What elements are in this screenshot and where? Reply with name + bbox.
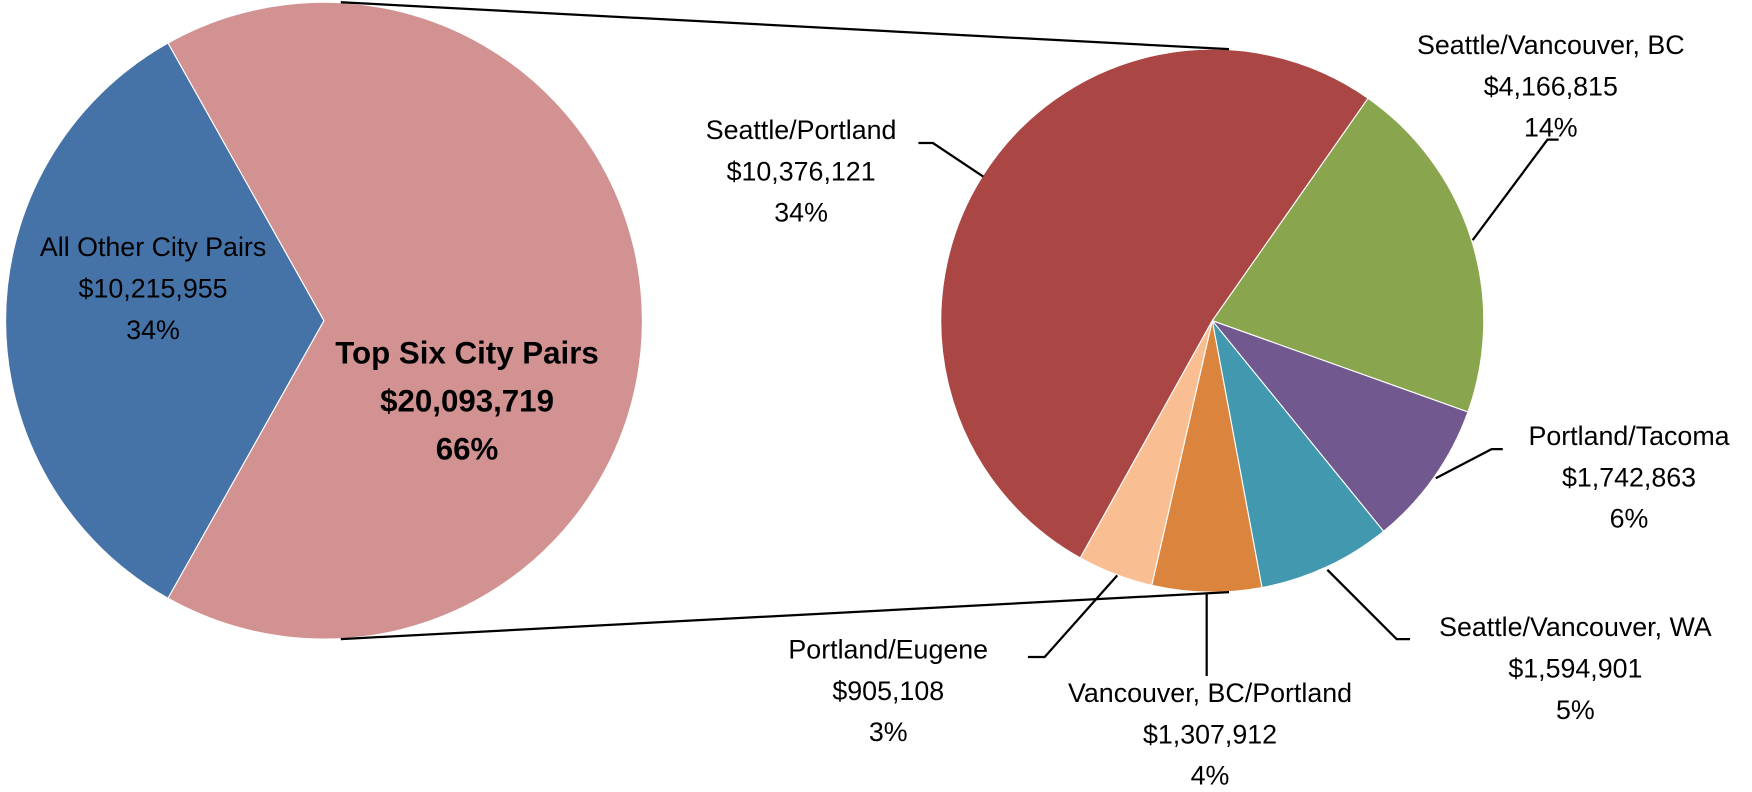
data-label: $1,742,863 [1562,462,1696,492]
data-label: 5% [1556,695,1595,725]
leader-line [1027,574,1119,659]
data-label: $4,166,815 [1484,71,1618,101]
pie-slice [1210,319,1469,533]
pie-slice [167,1,644,640]
data-label: 6% [1610,504,1649,534]
leader-line [918,141,984,178]
data-label: $10,376,121 [727,156,876,186]
connector-line [340,1,1230,51]
data-label: Portland/Eugene [788,634,988,664]
data-label: Seattle/Vancouver, BC [1417,30,1685,60]
pie-slice [1151,320,1263,593]
data-label: 34% [126,315,180,345]
data-label: 4% [1191,761,1230,791]
data-label: 3% [869,717,908,747]
data-label: $1,307,912 [1143,719,1277,749]
pie-slice [1211,97,1485,413]
data-label: 34% [774,198,828,228]
data-label: Top Six City Pairs [335,336,599,371]
connector-line [340,591,1230,641]
data-label: Vancouver, BC/Portland [1068,678,1352,708]
data-label: Portland/Tacoma [1528,421,1729,451]
data-label: $20,093,719 [380,384,554,419]
leader-line [1326,569,1411,641]
plot: All Other City Pairs $10,215,955 34% Top Si… [5,1,1730,791]
data-label: $1,594,901 [1508,653,1642,683]
leader-line [1435,448,1503,480]
data-label: Seattle/Vancouver, WA [1439,612,1712,642]
data-label: 66% [436,432,499,467]
data-label: $10,215,955 [79,274,228,304]
pie-slice [1211,320,1385,589]
pie-slice [5,42,325,600]
leader-line [1471,138,1559,241]
data-label: 14% [1524,113,1578,143]
data-label: $905,108 [832,676,944,706]
data-label: All Other City Pairs [40,232,266,262]
data-label: Seattle/Portland [706,115,897,145]
